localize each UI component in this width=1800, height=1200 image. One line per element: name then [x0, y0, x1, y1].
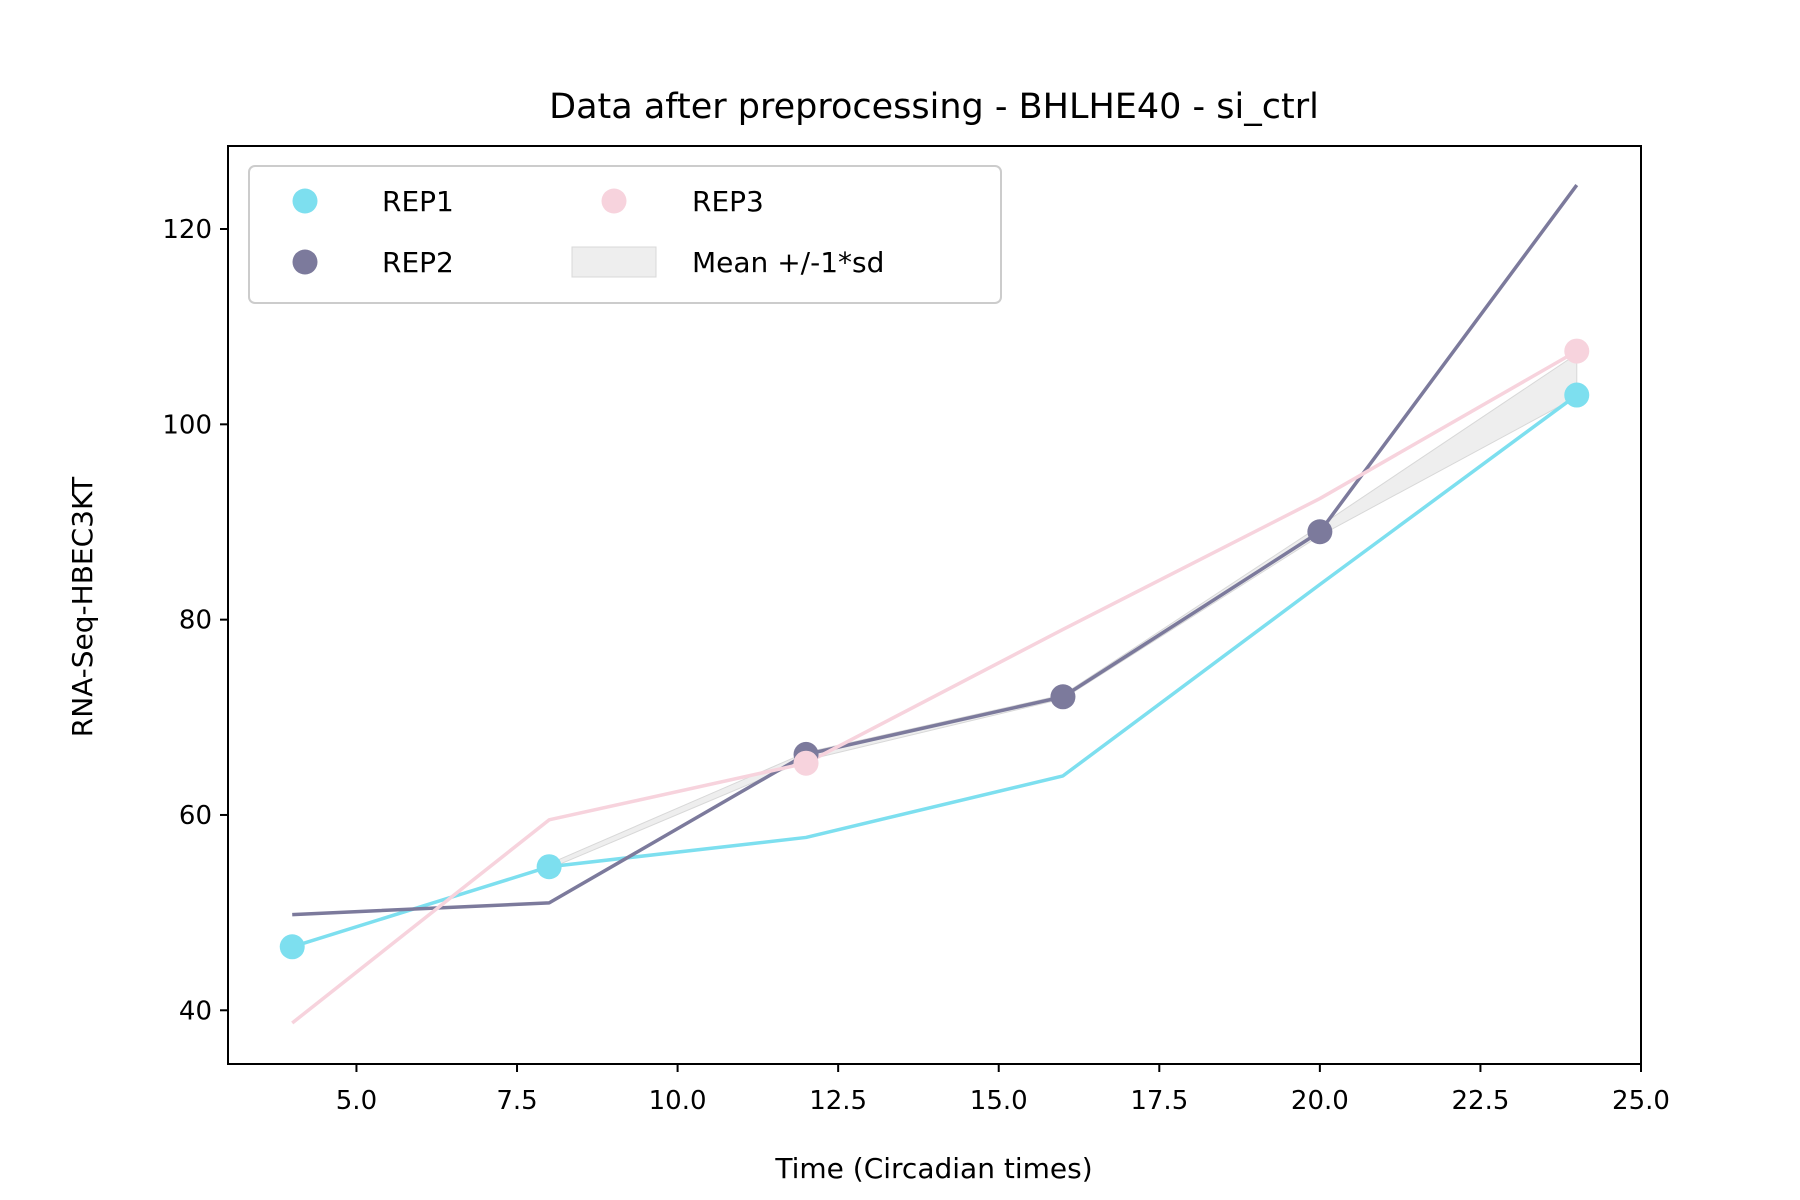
series-line-rep3 — [291, 349, 1578, 1025]
chart-title: Data after preprocessing - BHLHE40 - si_… — [549, 87, 1319, 127]
data-point-rep1 — [1564, 382, 1590, 408]
legend-label: Mean +/-1*sd — [692, 246, 884, 279]
y-axis-label: RNA-Seq-HBEC3KT — [66, 476, 99, 737]
data-point-rep1 — [536, 854, 562, 880]
legend-label: REP2 — [382, 246, 454, 279]
legend-box — [248, 165, 1002, 304]
y-tick-label: 80 — [179, 606, 212, 636]
x-tick-label: 5.0 — [336, 1086, 377, 1116]
x-tick-label: 25.0 — [1612, 1086, 1670, 1116]
legend-marker-band — [571, 246, 657, 278]
data-point-rep2 — [1307, 519, 1333, 545]
plot-area — [279, 184, 1590, 1025]
legend: REP1 REP2 REP3 Mean +/-1*sd — [248, 165, 1002, 304]
data-point-rep3 — [1564, 338, 1590, 364]
legend-label: REP1 — [382, 185, 454, 218]
legend-marker-rep3 — [601, 188, 627, 214]
data-point-rep3 — [793, 750, 819, 776]
x-tick-label: 12.5 — [809, 1086, 867, 1116]
y-tick-label: 60 — [179, 801, 212, 831]
series-line-rep1 — [291, 393, 1578, 949]
x-tick-label: 20.0 — [1291, 1086, 1349, 1116]
y-tick-label: 40 — [179, 996, 212, 1026]
y-axis: 40 60 80 100 120 — [162, 215, 228, 1026]
axes-frame — [227, 145, 1642, 1065]
data-point-rep2 — [1050, 684, 1076, 710]
y-tick-label: 100 — [162, 410, 212, 440]
x-tick-label: 7.5 — [496, 1086, 537, 1116]
x-tick-label: 22.5 — [1451, 1086, 1509, 1116]
y-tick-label: 120 — [162, 215, 212, 245]
legend-marker-rep1 — [292, 188, 318, 214]
x-tick-label: 15.0 — [970, 1086, 1028, 1116]
legend-label: REP3 — [692, 185, 764, 218]
x-tick-label: 10.0 — [649, 1086, 707, 1116]
x-axis-label: Time (Circadian times) — [774, 1152, 1092, 1185]
x-tick-label: 17.5 — [1130, 1086, 1188, 1116]
legend-marker-rep2 — [292, 249, 318, 275]
x-axis: 5.0 7.5 10.0 12.5 15.0 17.5 20.0 22.5 25.0 — [336, 1064, 1670, 1116]
data-point-rep1 — [279, 934, 305, 960]
